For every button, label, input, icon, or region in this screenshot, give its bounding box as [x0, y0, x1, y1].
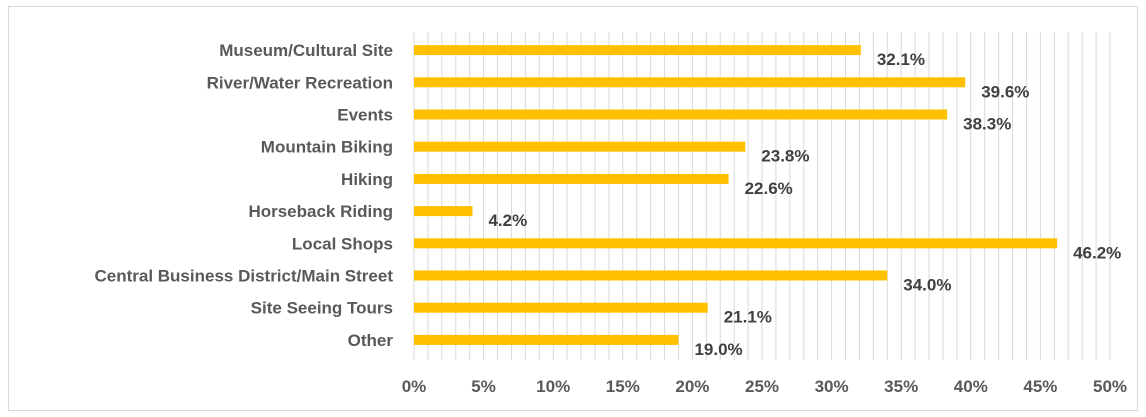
- bar: [414, 141, 746, 152]
- bar: [414, 77, 966, 88]
- category-label: Events: [337, 106, 393, 125]
- data-labels: 32.1% 39.6% 38.3% 23.8% 22.6% 4.2% 46.2% 34.0% 2…: [488, 50, 1121, 359]
- bar: [414, 45, 861, 56]
- bar: [414, 270, 888, 281]
- data-label: 34.0%: [903, 276, 951, 295]
- category-label: River/Water Recreation: [207, 73, 393, 92]
- data-label: 19.0%: [694, 340, 742, 359]
- data-label: 46.2%: [1073, 243, 1121, 262]
- x-tick-label: 0%: [402, 377, 427, 396]
- x-axis-tick-labels: 0% 5% 10% 15% 20% 25% 30% 35% 40% 45% 50%: [402, 377, 1127, 396]
- x-tick-label: 5%: [471, 377, 496, 396]
- bar: [414, 334, 679, 345]
- bars: [414, 45, 1058, 345]
- bar: [414, 302, 708, 313]
- category-label: Other: [348, 331, 394, 350]
- category-label: Horseback Riding: [248, 202, 393, 221]
- category-label: Local Shops: [292, 234, 393, 253]
- category-label: Hiking: [341, 170, 393, 189]
- category-labels: Museum/Cultural Site River/Water Recreati…: [94, 41, 393, 350]
- category-label: Mountain Biking: [261, 138, 393, 157]
- x-tick-label: 25%: [745, 377, 779, 396]
- data-label: 39.6%: [981, 82, 1029, 101]
- data-label: 21.1%: [724, 308, 772, 327]
- x-tick-label: 45%: [1023, 377, 1057, 396]
- x-tick-label: 35%: [884, 377, 918, 396]
- bar: [414, 109, 948, 120]
- data-label: 38.3%: [963, 115, 1011, 134]
- data-label: 22.6%: [745, 179, 793, 198]
- bar: [414, 238, 1058, 249]
- x-tick-label: 30%: [815, 377, 849, 396]
- bar: [414, 206, 473, 217]
- category-label: Museum/Cultural Site: [219, 41, 393, 60]
- bar: [414, 173, 729, 184]
- x-tick-label: 10%: [536, 377, 570, 396]
- data-label: 23.8%: [761, 147, 809, 166]
- category-label: Central Business District/Main Street: [94, 267, 393, 286]
- data-label: 4.2%: [488, 211, 527, 230]
- data-label: 32.1%: [877, 50, 925, 69]
- category-label: Site Seeing Tours: [251, 299, 393, 318]
- x-tick-label: 50%: [1093, 377, 1127, 396]
- x-tick-label: 40%: [954, 377, 988, 396]
- x-tick-label: 20%: [675, 377, 709, 396]
- x-tick-label: 15%: [606, 377, 640, 396]
